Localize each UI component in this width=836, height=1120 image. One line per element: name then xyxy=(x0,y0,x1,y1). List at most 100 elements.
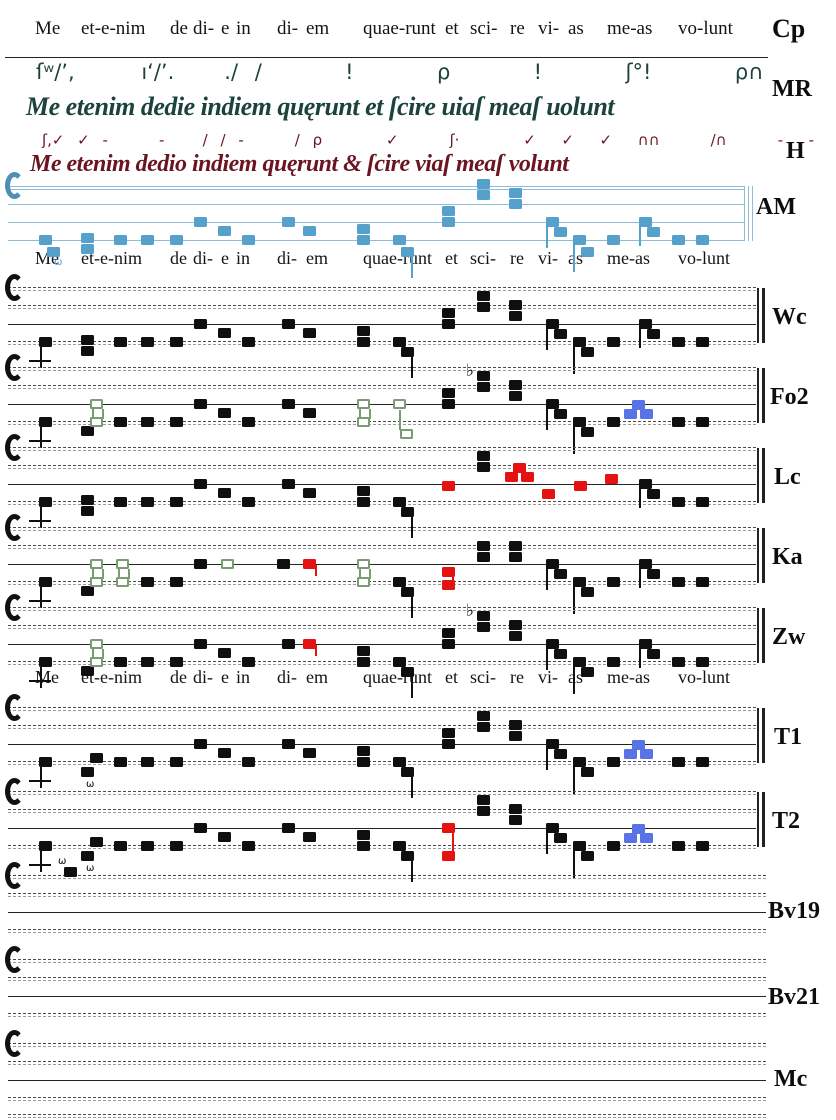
neume-stem xyxy=(411,856,413,882)
neume-note xyxy=(672,577,685,587)
staff-line xyxy=(8,828,756,829)
neume-note xyxy=(581,247,594,257)
end-barline-am xyxy=(744,186,746,241)
neume-note-outlined xyxy=(90,657,103,667)
staff-line xyxy=(8,421,756,425)
staff-row-T2: ω T2 xyxy=(0,778,836,892)
neume-note xyxy=(546,739,559,749)
neume-note-outlined xyxy=(357,417,370,427)
c-clef-icon xyxy=(5,946,24,973)
row-label-T2: T2 xyxy=(772,808,801,834)
neume-stem xyxy=(359,569,361,579)
neume-note xyxy=(696,497,709,507)
syllable: em xyxy=(306,667,328,687)
c-clef-icon xyxy=(5,354,24,381)
end-barline-thin xyxy=(757,448,759,503)
neume-stem xyxy=(573,240,575,272)
header-rule xyxy=(5,57,768,58)
neume-note xyxy=(477,179,490,189)
neume-note xyxy=(303,226,316,236)
neume-note xyxy=(114,757,127,767)
neume-note xyxy=(442,639,455,649)
syllable: sci- xyxy=(470,18,498,39)
staff-row-AM: ω AM xyxy=(0,172,836,286)
neume-note xyxy=(242,337,255,347)
ledger-line xyxy=(29,600,51,602)
staff-line xyxy=(8,501,756,505)
neume-stem xyxy=(92,569,94,579)
neume-note xyxy=(393,337,406,347)
flat-sign: ♭ xyxy=(466,361,475,381)
neume-note xyxy=(442,319,455,329)
neume-note xyxy=(401,507,414,517)
neume-note xyxy=(505,472,518,482)
syllable: Me xyxy=(35,18,61,39)
neume-note xyxy=(477,552,490,562)
neume-stem xyxy=(639,644,641,668)
staff-line xyxy=(8,707,756,711)
staff-row-Ka: Ka xyxy=(0,514,836,628)
syllable: di- xyxy=(193,248,213,268)
neume-note xyxy=(81,851,94,861)
neume-stem xyxy=(546,564,548,590)
end-barline-thick xyxy=(762,708,765,763)
text-row-cp-text: Me et-e-nim de di-e in di-em quae-runt et sci-re… xyxy=(0,18,770,42)
neume-stem xyxy=(102,409,104,419)
neume-note xyxy=(114,657,127,667)
neume-stem xyxy=(315,645,317,656)
row-label-cp: Cp xyxy=(772,14,806,43)
staff-line xyxy=(8,465,756,469)
neume-note xyxy=(509,815,522,825)
neume-stem xyxy=(573,582,575,614)
neume-stem xyxy=(546,828,548,854)
neume-note xyxy=(696,757,709,767)
neume-note xyxy=(81,244,94,254)
neume-stem xyxy=(128,569,130,579)
neume-stem xyxy=(40,662,42,688)
neume-note xyxy=(477,190,490,200)
neume-stem xyxy=(411,772,413,798)
neume-note xyxy=(81,506,94,516)
neume-note xyxy=(442,399,455,409)
neume-note xyxy=(81,346,94,356)
syllable: di- xyxy=(277,667,297,687)
staff-line xyxy=(8,189,744,190)
neume-note xyxy=(581,427,594,437)
neume-note xyxy=(282,479,295,489)
neume-note xyxy=(141,417,154,427)
neume-stem xyxy=(369,569,371,579)
staff-line xyxy=(8,1097,766,1101)
neume-note xyxy=(282,823,295,833)
syllable: de xyxy=(170,248,187,268)
neume-note xyxy=(303,488,316,498)
neume-note xyxy=(639,639,652,649)
neume-note xyxy=(303,832,316,842)
neume-note xyxy=(242,417,255,427)
neume-note xyxy=(477,291,490,301)
neume-note xyxy=(170,577,183,587)
staff-line xyxy=(8,725,756,729)
syllable: et xyxy=(445,667,458,687)
syllable: re xyxy=(510,667,524,687)
neume-note xyxy=(442,628,455,638)
neume-note xyxy=(573,841,586,851)
staff-line xyxy=(8,875,766,879)
neume-note xyxy=(393,757,406,767)
neume-note xyxy=(442,217,455,227)
neume-note xyxy=(114,417,127,427)
neume-note-outlined xyxy=(90,639,103,649)
neume-note xyxy=(672,497,685,507)
neume-note xyxy=(696,417,709,427)
neume-note xyxy=(442,388,455,398)
neume-note xyxy=(581,347,594,357)
staff-row-Fo2: ♭ Fo2 xyxy=(0,354,836,468)
neume-note xyxy=(632,740,645,750)
syllable: vi- xyxy=(538,248,558,268)
neume-note xyxy=(401,667,414,677)
neume-note xyxy=(401,247,414,257)
neume-note xyxy=(521,472,534,482)
neume-stem xyxy=(411,512,413,538)
neume-note xyxy=(81,666,94,676)
neume-note xyxy=(581,587,594,597)
neume-note xyxy=(357,337,370,347)
